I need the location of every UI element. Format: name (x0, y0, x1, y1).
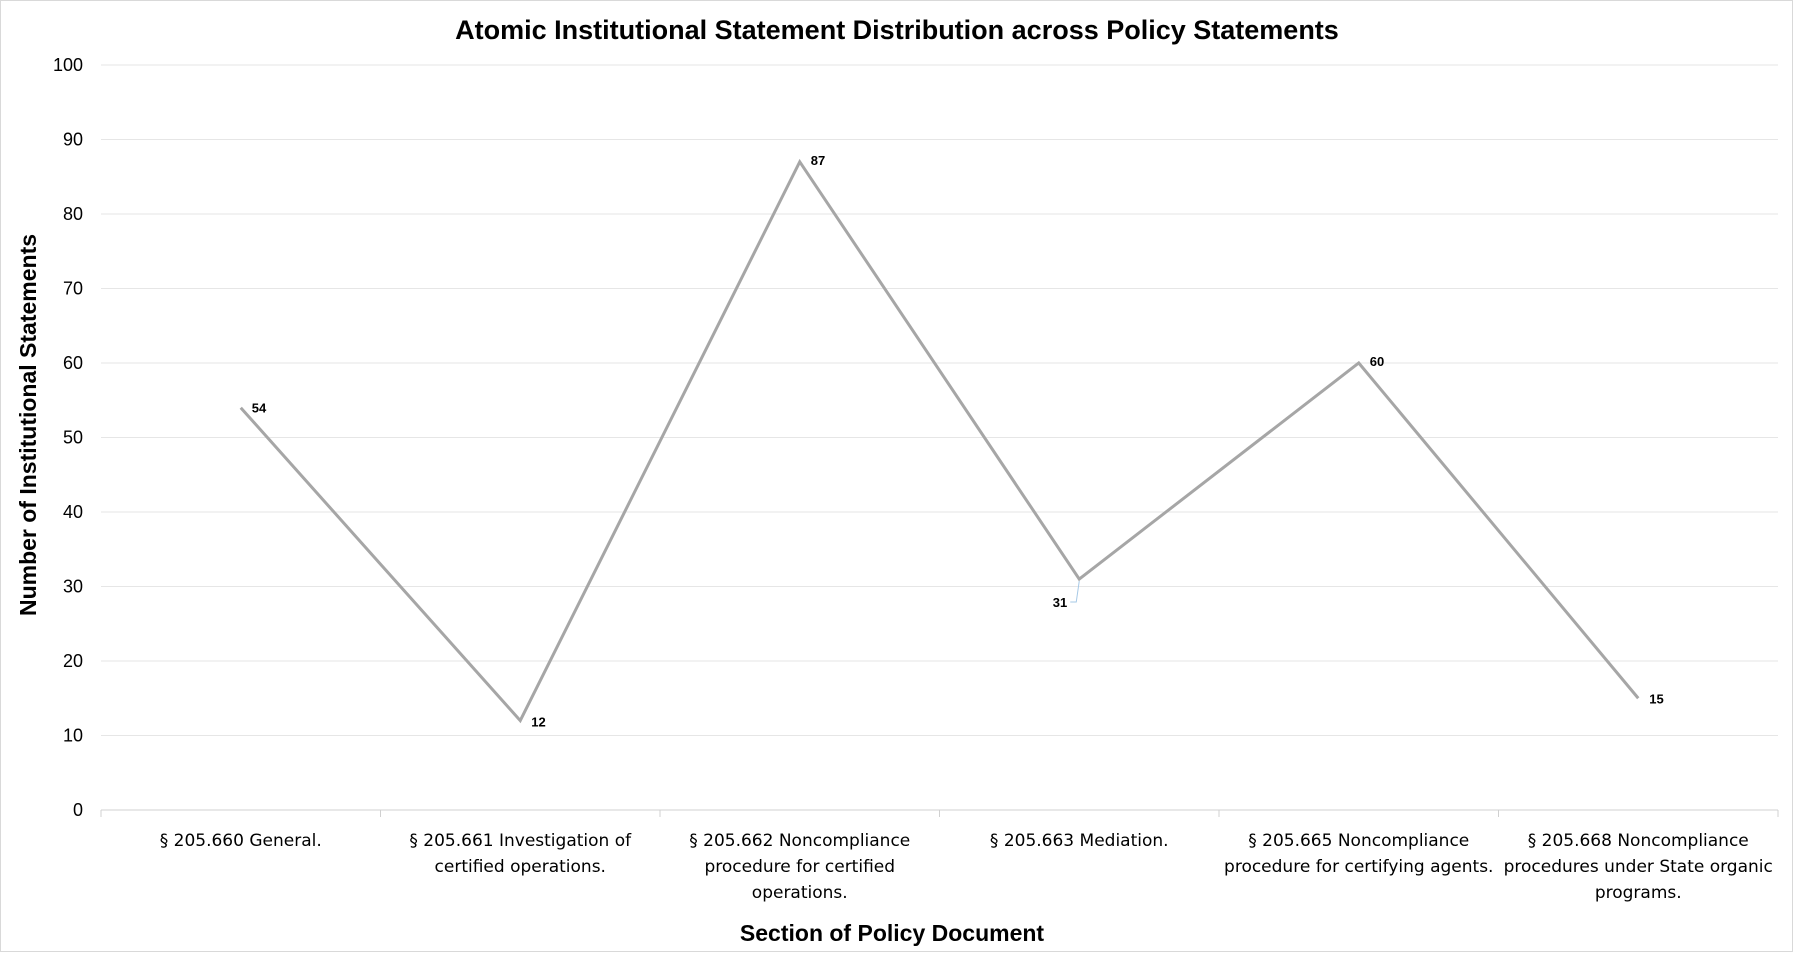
data-label-leader (1070, 580, 1080, 603)
y-tick-label: 60 (63, 353, 83, 373)
y-tick-label: 40 (63, 502, 83, 522)
x-tick-label-line: § 205.661 Investigation of (409, 831, 632, 851)
x-tick-label-line: § 205.668 Noncompliance (1528, 831, 1749, 851)
data-label: 31 (1053, 595, 1067, 610)
y-tick-label: 90 (63, 130, 83, 150)
x-tick-label-line: procedure for certifying agents. (1224, 857, 1493, 877)
x-tick-label-line: programs. (1595, 883, 1682, 903)
y-tick-label: 30 (63, 577, 83, 597)
x-tick-label: § 205.662 Noncompliance procedure for cer… (689, 831, 910, 903)
data-label: 60 (1370, 354, 1384, 369)
y-tick-label: 70 (63, 279, 83, 299)
y-axis-title: Number of Institutional Statements (15, 234, 41, 616)
x-axis (100, 809, 1779, 817)
x-tick-label-line: § 205.660 General. (160, 831, 322, 851)
data-label: 15 (1649, 691, 1663, 706)
data-label: 54 (252, 401, 267, 416)
y-tick-label: 100 (53, 55, 83, 75)
x-tick-label: § 205.660 General. (160, 831, 322, 851)
gridlines (101, 64, 1778, 736)
series-line (239, 158, 1640, 724)
x-tick-label-line: procedure for certified (704, 857, 895, 877)
y-tick-label: 20 (63, 651, 83, 671)
x-tick-label-line: operations. (752, 883, 848, 903)
x-tick-label-line: procedures under State organic (1504, 857, 1773, 877)
x-tick-label-line: § 205.663 Mediation. (990, 831, 1169, 851)
x-tick-label-line: § 205.662 Noncompliance (689, 831, 910, 851)
x-tick-label: § 205.661 Investigation of certified oper… (409, 831, 632, 877)
y-tick-label: 50 (63, 428, 83, 448)
x-tick-label: § 205.668 Noncompliance procedures under … (1504, 831, 1773, 903)
y-tick-label: 0 (73, 800, 83, 820)
y-tick-label: 10 (63, 726, 83, 746)
data-label: 87 (811, 153, 825, 168)
x-tick-label: § 205.663 Mediation. (990, 831, 1169, 851)
x-axis-ticks: § 205.660 General. § 205.661 Investigatio… (160, 831, 1773, 903)
series-line-group (239, 158, 1640, 724)
x-tick-label: § 205.665 Noncompliance procedure for cer… (1224, 831, 1493, 877)
y-axis-ticks: 0 10 20 30 40 50 60 70 80 90 100 (53, 55, 83, 820)
data-label: 12 (531, 715, 545, 730)
chart-title: Atomic Institutional Statement Distribut… (455, 15, 1339, 45)
y-tick-label: 80 (63, 204, 83, 224)
x-tick-label-line: § 205.665 Noncompliance (1248, 831, 1469, 851)
x-tick-label-line: certified operations. (435, 857, 606, 877)
data-labels: 54 12 87 31 60 15 (252, 153, 1664, 730)
x-axis-title: Section of Policy Document (740, 920, 1044, 946)
